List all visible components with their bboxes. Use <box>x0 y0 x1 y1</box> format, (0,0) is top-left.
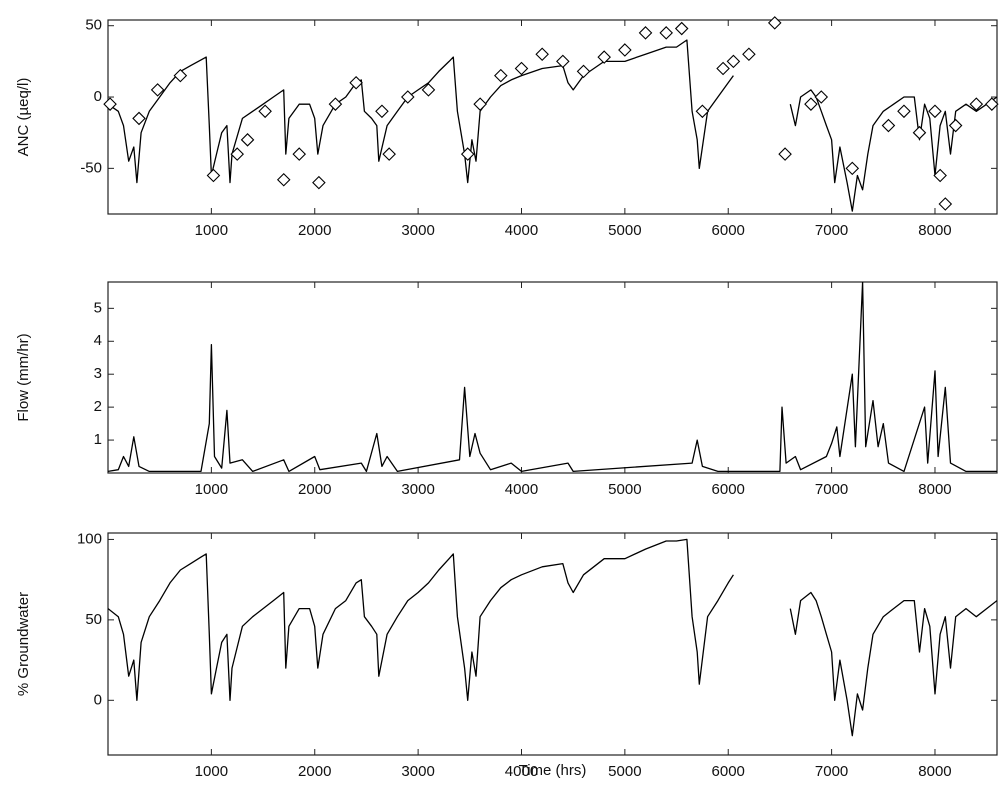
y-tick-label: 3 <box>94 365 102 382</box>
diamond-marker <box>948 118 963 133</box>
x-tick-label: 6000 <box>712 481 745 498</box>
y-axis-label: Flow (mm/hr) <box>15 333 32 421</box>
diamond-marker <box>292 147 307 161</box>
x-tick-label: 1000 <box>195 222 228 239</box>
x-tick-label: 8000 <box>918 481 951 498</box>
data-line <box>108 282 997 473</box>
x-tick-label: 4000 <box>505 481 538 498</box>
panel: 1000 2000 3000 4000 5000 6000 7000 8000 -50 0 50 AN… <box>15 16 999 239</box>
diamond-marker <box>556 54 570 69</box>
diamond-marker <box>473 97 487 111</box>
x-tick-label: 5000 <box>608 222 641 239</box>
x-tick-label: 8000 <box>918 763 951 780</box>
x-tick-label: 6000 <box>712 222 745 239</box>
diamond-marker <box>897 104 911 119</box>
x-tick-label: 8000 <box>918 222 951 239</box>
diamond-marker <box>695 104 710 119</box>
x-tick-label: 7000 <box>815 481 848 498</box>
x-tick-label: 2000 <box>298 222 331 239</box>
diamond-marker <box>638 26 653 40</box>
y-tick-label: 100 <box>77 530 102 547</box>
diamond-marker <box>460 147 475 161</box>
plot-frame <box>107 532 998 756</box>
diamond-marker <box>349 75 363 90</box>
diamond-marker <box>674 21 689 36</box>
diamond-marker <box>881 118 896 133</box>
y-tick-label: 1 <box>94 431 102 448</box>
diamond-marker <box>726 54 741 69</box>
diamond-marker <box>778 147 792 161</box>
diamond-marker <box>382 147 396 161</box>
diamond-marker <box>933 168 947 183</box>
diamond-marker <box>276 172 291 187</box>
diamond-marker <box>258 104 272 119</box>
diamond-marker <box>206 168 221 183</box>
x-tick-label: 4000 <box>505 763 538 780</box>
y-tick-label: 50 <box>85 17 102 34</box>
diamond-marker <box>230 147 244 161</box>
x-tick-label: 1000 <box>195 481 228 498</box>
diamond-marker <box>969 97 984 111</box>
diamond-marker <box>845 161 860 176</box>
x-tick-label: 3000 <box>401 222 434 239</box>
diamond-marker <box>312 175 326 190</box>
x-axis-label: Time (hrs) <box>519 762 587 779</box>
diamond-marker <box>618 43 632 57</box>
y-axis-label: % Groundwater <box>15 592 32 696</box>
x-tick-label: 1000 <box>195 763 228 780</box>
diamond-marker <box>912 125 927 140</box>
x-tick-label: 5000 <box>608 481 641 498</box>
x-tick-label: 5000 <box>608 763 641 780</box>
diamond-marker <box>928 104 942 119</box>
diamond-marker <box>597 50 611 64</box>
diamond-marker <box>494 68 508 83</box>
y-tick-label: -50 <box>80 159 102 176</box>
plot-frame <box>107 19 998 215</box>
x-tick-label: 3000 <box>401 763 434 780</box>
diamond-marker <box>375 104 389 119</box>
diamond-marker <box>103 97 117 111</box>
x-tick-label: 4000 <box>505 222 538 239</box>
diamond-marker <box>421 83 436 97</box>
diamond-marker <box>938 197 953 211</box>
diamond-marker <box>514 61 529 76</box>
y-tick-label: 0 <box>94 691 102 708</box>
diamond-marker <box>804 97 818 111</box>
data-line <box>108 39 997 212</box>
x-tick-label: 2000 <box>298 763 331 780</box>
diamond-marker <box>742 47 756 62</box>
diamond-marker <box>576 64 591 79</box>
diamond-marker <box>814 90 829 104</box>
y-tick-label: 5 <box>94 299 102 316</box>
panel: 1000 2000 3000 4000 5000 6000 7000 8000 0 50 100 % … <box>15 530 998 780</box>
data-line <box>108 538 997 737</box>
diamond-marker <box>132 111 146 126</box>
x-tick-label: 7000 <box>815 763 848 780</box>
plot-frame <box>107 281 998 474</box>
diamond-marker <box>240 133 255 147</box>
y-tick-label: 50 <box>85 611 102 628</box>
x-tick-label: 2000 <box>298 481 331 498</box>
y-axis-label: ANC (µeq/l) <box>15 78 32 157</box>
diamond-marker <box>328 97 343 111</box>
panel: 1000 2000 3000 4000 5000 6000 7000 8000 1 2 3 4 5 Flo… <box>15 281 998 498</box>
y-tick-label: 0 <box>94 88 102 105</box>
diamond-marker <box>767 16 782 30</box>
x-tick-label: 3000 <box>401 481 434 498</box>
diamond-marker <box>659 26 673 40</box>
diamond-marker <box>985 97 999 111</box>
y-tick-label: 4 <box>94 332 102 349</box>
diamond-marker <box>401 90 415 104</box>
diamond-marker <box>535 47 549 62</box>
x-tick-label: 6000 <box>712 763 745 780</box>
diamond-marker <box>173 68 188 83</box>
y-tick-label: 2 <box>94 398 102 415</box>
diamond-marker <box>150 83 165 97</box>
x-tick-label: 7000 <box>815 222 848 239</box>
diamond-marker <box>716 61 730 76</box>
